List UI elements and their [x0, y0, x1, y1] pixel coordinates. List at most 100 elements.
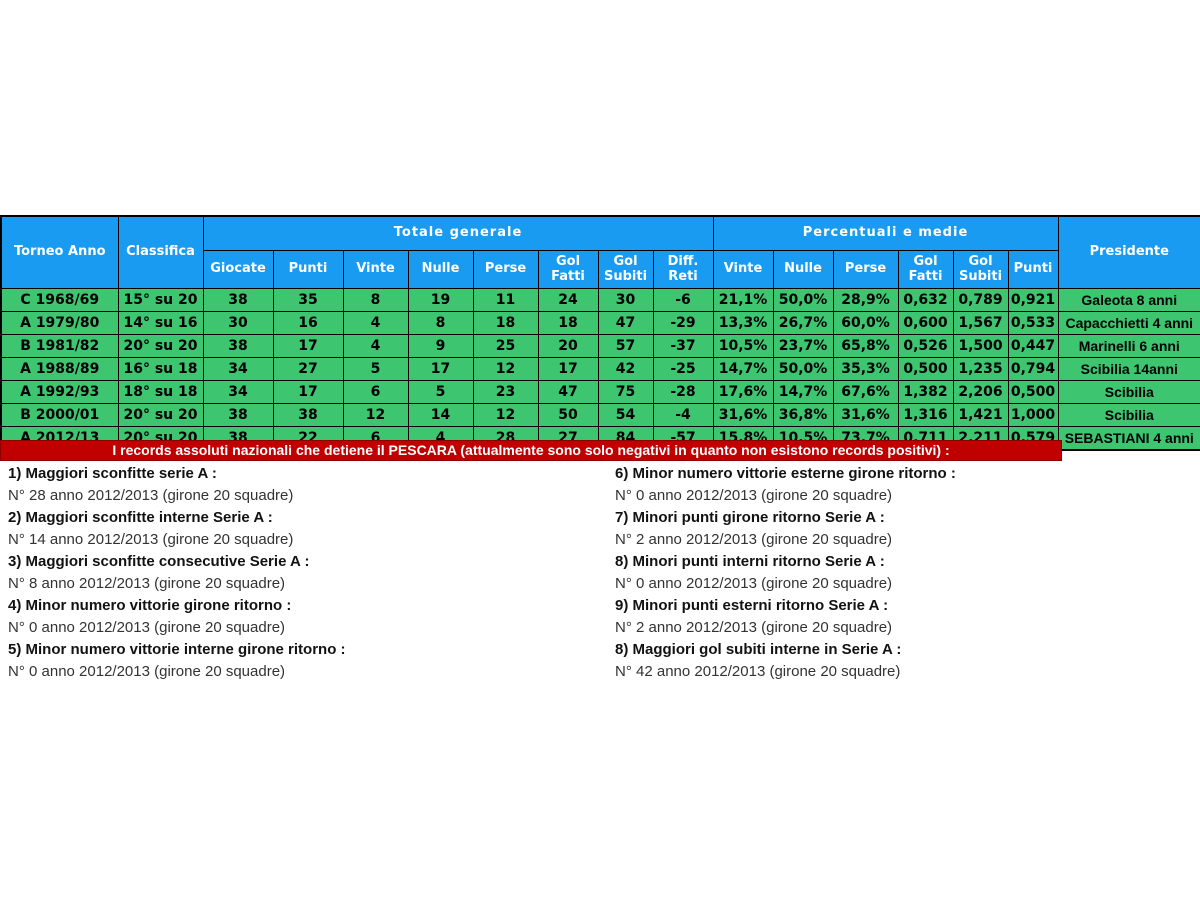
- records-list-right: 6) Minor numero vittorie esterne girone …: [615, 463, 1200, 683]
- cell-vinte: 8: [342, 288, 409, 312]
- cell-punti: 27: [272, 357, 344, 381]
- cell-punti: 16: [272, 311, 344, 335]
- record-value: N° 0 anno 2012/2013 (girone 20 squadre): [8, 619, 286, 636]
- table-row-1979-80: A 1979/80 14° su 16 30 16 4 8 18 18 47 -…: [0, 311, 1200, 335]
- cell-gol-fatti: 24: [537, 288, 599, 312]
- record-item: 2) Maggiori sconfitte interne Serie A : …: [8, 507, 603, 551]
- cell-media-gs: 1,235: [952, 357, 1009, 381]
- col-header-giocate: Giocate: [202, 250, 274, 289]
- record-title: 9) Minori punti esterni ritorno Serie A …: [615, 597, 889, 614]
- cell-media-punti: 0,500: [1007, 380, 1059, 404]
- cell-media-gs: 1,421: [952, 403, 1009, 427]
- cell-media-punti: 1,000: [1007, 403, 1059, 427]
- cell-gol-subiti: 47: [597, 311, 654, 335]
- cell-diff-reti: -28: [652, 380, 714, 404]
- cell-media-gf: 0,632: [897, 288, 954, 312]
- cell-pct-nulle: 50,0%: [772, 288, 834, 312]
- record-item: 1) Maggiori sconfitte serie A : N° 28 an…: [8, 463, 603, 507]
- cell-vinte: 12: [342, 403, 409, 427]
- cell-presidente: Scibilia: [1057, 380, 1200, 404]
- cell-pct-nulle: 26,7%: [772, 311, 834, 335]
- header-row-columns: Giocate Punti Vinte Nulle Perse Gol Fatt…: [1, 250, 1200, 289]
- cell-pct-vinte: 17,6%: [712, 380, 774, 404]
- cell-perse: 18: [472, 311, 539, 335]
- record-title: 2) Maggiori sconfitte interne Serie A :: [8, 509, 273, 526]
- record-title: 7) Minori punti girone ritorno Serie A :: [615, 509, 885, 526]
- cell-torneo-anno: A 1979/80: [0, 311, 119, 335]
- cell-pct-vinte: 14,7%: [712, 357, 774, 381]
- record-item: 8) Minori punti interni ritorno Serie A …: [615, 551, 1200, 595]
- cell-pct-nulle: 36,8%: [772, 403, 834, 427]
- cell-presidente: Marinelli 6 anni: [1057, 334, 1200, 358]
- cell-perse: 23: [472, 380, 539, 404]
- cell-vinte: 5: [342, 357, 409, 381]
- cell-pct-perse: 67,6%: [832, 380, 899, 404]
- cell-classifica: 16° su 18: [117, 357, 204, 381]
- cell-media-punti: 0,921: [1007, 288, 1059, 312]
- cell-diff-reti: -4: [652, 403, 714, 427]
- cell-media-punti: 0,447: [1007, 334, 1059, 358]
- record-value: N° 42 anno 2012/2013 (girone 20 squadre): [615, 663, 901, 680]
- col-header-pct-vinte: Vinte: [712, 250, 774, 289]
- cell-pct-vinte: 31,6%: [712, 403, 774, 427]
- cell-media-gf: 0,526: [897, 334, 954, 358]
- cell-gol-subiti: 54: [597, 403, 654, 427]
- cell-media-gs: 1,500: [952, 334, 1009, 358]
- cell-nulle: 17: [407, 357, 474, 381]
- cell-nulle: 5: [407, 380, 474, 404]
- record-value: N° 28 anno 2012/2013 (girone 20 squadre): [8, 487, 294, 504]
- cell-media-gs: 0,789: [952, 288, 1009, 312]
- cell-torneo-anno: B 1981/82: [0, 334, 119, 358]
- cell-presidente: Galeota 8 anni: [1057, 288, 1200, 312]
- cell-giocate: 30: [202, 311, 274, 335]
- col-header-gol-subiti: Gol Subiti: [597, 250, 654, 289]
- col-header-perse: Perse: [472, 250, 539, 289]
- cell-diff-reti: -29: [652, 311, 714, 335]
- record-item: 4) Minor numero vittorie girone ritorno …: [8, 595, 603, 639]
- cell-classifica: 18° su 18: [117, 380, 204, 404]
- cell-punti: 17: [272, 380, 344, 404]
- cell-torneo-anno: A 1988/89: [0, 357, 119, 381]
- record-item: 3) Maggiori sconfitte consecutive Serie …: [8, 551, 603, 595]
- cell-perse: 25: [472, 334, 539, 358]
- cell-torneo-anno: C 1968/69: [0, 288, 119, 312]
- col-header-gol-fatti: Gol Fatti: [537, 250, 599, 289]
- cell-pct-vinte: 13,3%: [712, 311, 774, 335]
- cell-presidente: SEBASTIANI 4 anni: [1057, 426, 1200, 451]
- header-row-groups: Torneo Anno Classifica Totale generale P…: [0, 215, 1200, 289]
- col-header-pct-nulle: Nulle: [772, 250, 834, 289]
- cell-classifica: 20° su 20: [117, 334, 204, 358]
- table-row-1981-82: B 1981/82 20° su 20 38 17 4 9 25 20 57 -…: [0, 334, 1200, 358]
- records-banner: I records assoluti nazionali che detiene…: [0, 440, 1062, 461]
- cell-gol-subiti: 57: [597, 334, 654, 358]
- col-header-diff-reti: Diff. Reti: [652, 250, 714, 289]
- cell-torneo-anno: A 1992/93: [0, 380, 119, 404]
- col-header-torneo-anno: Torneo Anno: [0, 215, 119, 289]
- cell-gol-fatti: 50: [537, 403, 599, 427]
- cell-gol-fatti: 20: [537, 334, 599, 358]
- table-row-1992-93: A 1992/93 18° su 18 34 17 6 5 23 47 75 -…: [0, 380, 1200, 404]
- cell-giocate: 34: [202, 380, 274, 404]
- cell-torneo-anno: B 2000/01: [0, 403, 119, 427]
- cell-pct-perse: 60,0%: [832, 311, 899, 335]
- col-header-punti: Punti: [272, 250, 344, 289]
- cell-vinte: 4: [342, 334, 409, 358]
- cell-classifica: 20° su 20: [117, 403, 204, 427]
- record-value: N° 8 anno 2012/2013 (girone 20 squadre): [8, 575, 286, 592]
- cell-nulle: 8: [407, 311, 474, 335]
- record-title: 1) Maggiori sconfitte serie A :: [8, 465, 217, 482]
- record-item: 8) Maggiori gol subiti interne in Serie …: [615, 639, 1200, 683]
- stats-table: Torneo Anno Classifica Totale generale P…: [0, 215, 1200, 451]
- cell-gol-subiti: 30: [597, 288, 654, 312]
- record-value: N° 14 anno 2012/2013 (girone 20 squadre): [8, 531, 294, 548]
- cell-pct-nulle: 23,7%: [772, 334, 834, 358]
- cell-pct-nulle: 50,0%: [772, 357, 834, 381]
- cell-presidente: Capacchietti 4 anni: [1057, 311, 1200, 335]
- record-value: N° 0 anno 2012/2013 (girone 20 squadre): [615, 575, 893, 592]
- cell-gol-fatti: 47: [537, 380, 599, 404]
- col-header-media-gol-subiti: Gol Subiti: [952, 250, 1009, 289]
- records-list-left: 1) Maggiori sconfitte serie A : N° 28 an…: [8, 463, 603, 683]
- cell-pct-perse: 28,9%: [832, 288, 899, 312]
- cell-gol-fatti: 17: [537, 357, 599, 381]
